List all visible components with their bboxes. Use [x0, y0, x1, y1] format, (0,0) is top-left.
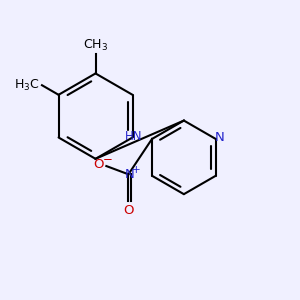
Text: N: N — [125, 168, 135, 181]
Text: H$_3$C: H$_3$C — [14, 78, 40, 93]
Text: −: − — [103, 153, 113, 166]
Text: CH$_3$: CH$_3$ — [83, 38, 108, 53]
Text: O: O — [94, 158, 104, 171]
Text: O: O — [123, 204, 134, 217]
Text: +: + — [131, 165, 140, 175]
Text: N: N — [214, 131, 224, 144]
Text: HN: HN — [125, 130, 142, 143]
